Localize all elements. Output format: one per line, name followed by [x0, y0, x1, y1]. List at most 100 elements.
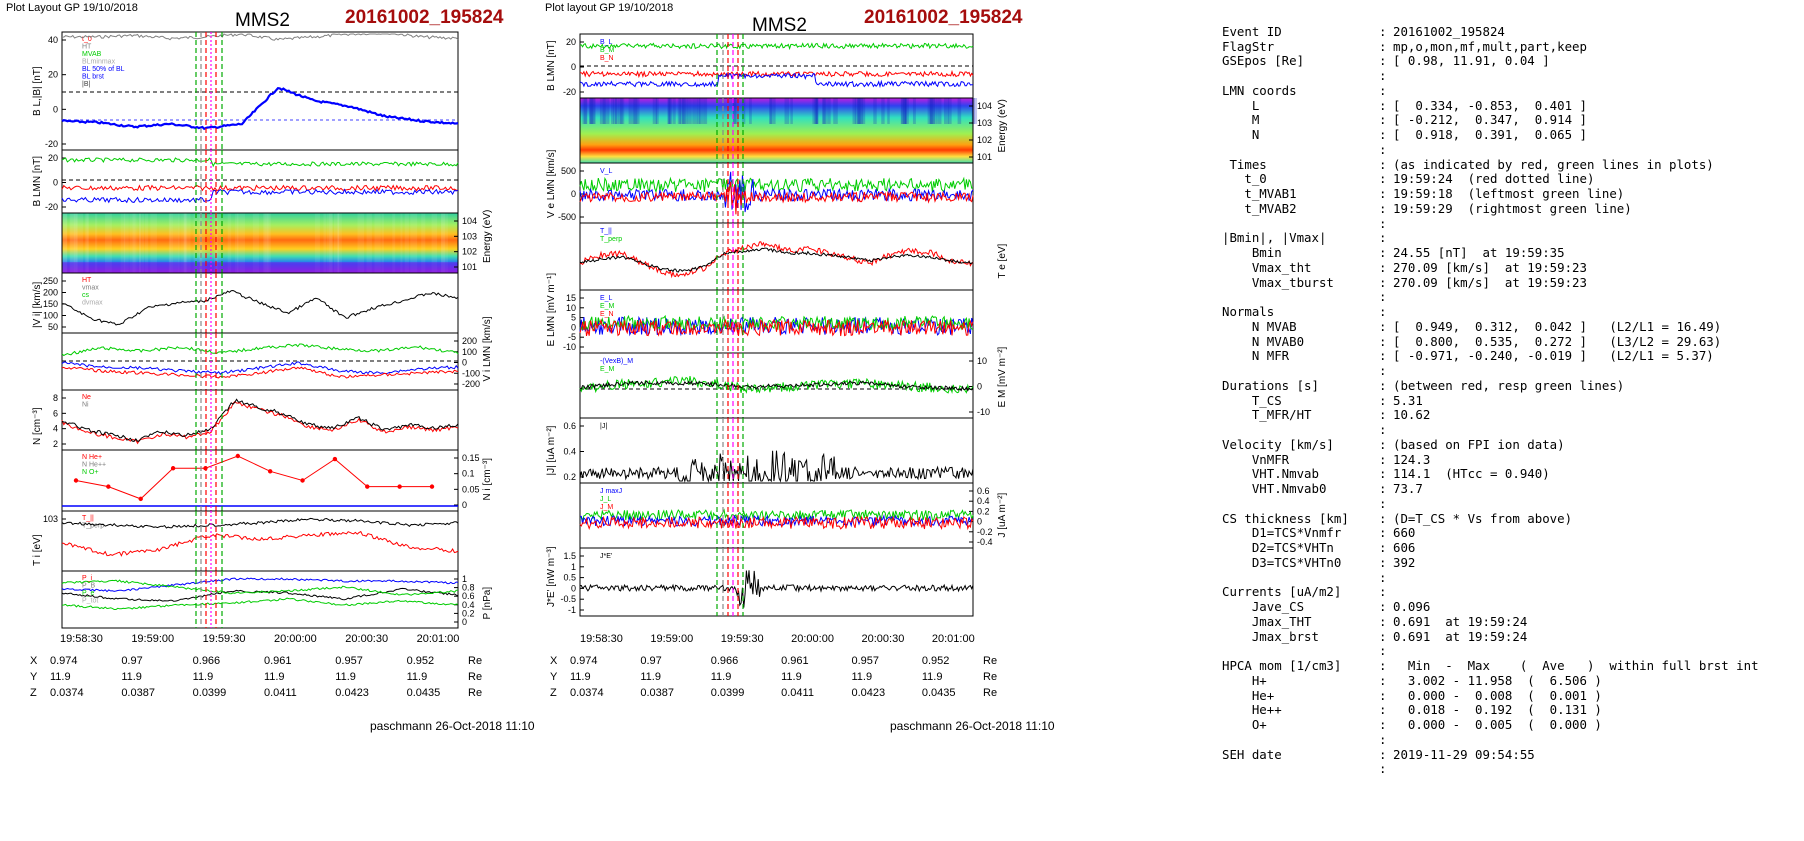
series-line [579, 176, 974, 194]
time-tick-label: 19:59:00 [131, 633, 175, 645]
left-position-table: 19:58:30 19:59:00 19:59:30 20:00:00 20:00:30… [0, 633, 500, 703]
series-line [61, 87, 459, 131]
series-line [61, 343, 459, 357]
info-sep: : [1379, 304, 1387, 319]
position-value: 0.0399 [192, 687, 227, 699]
legend-entry: P_i [82, 575, 93, 582]
y-tick-label: 0.4 [563, 447, 576, 457]
y-tick-label: 0.4 [462, 600, 475, 610]
spectrogram-texture [749, 98, 752, 124]
info-row: SEH date:2019-11-29 09:54:55 [1222, 746, 1800, 763]
y-axis-label: |J| [uA m⁻²] [546, 425, 557, 475]
info-value: 270.09 [km/s] at 19:59:23 [1393, 274, 1587, 290]
spectrogram-texture [183, 213, 188, 273]
info-sep: : [1379, 215, 1387, 231]
spectrogram-texture [168, 213, 172, 273]
info-value: [ 0.98, 11.91, 0.04 ] [1393, 53, 1550, 69]
info-sep: : [1379, 245, 1387, 260]
spectrogram-texture [86, 213, 89, 273]
legend-entry: E_L [600, 295, 613, 302]
info-row: HPCA mom [1/cm3]: Min - Max ( Ave ) with… [1222, 658, 1800, 674]
info-sep: : [1379, 259, 1387, 275]
y-tick-label: 1.5 [563, 551, 576, 561]
y-tick-label: 0 [571, 62, 576, 72]
info-row: D3=TCS*VHTn0:392 [1222, 554, 1800, 571]
time-tick-label: 20:00:30 [345, 633, 389, 645]
info-row: GSEpos [Re]: [ 0.98, 11.91, 0.04 ] [1222, 53, 1800, 69]
info-value: 392 [1393, 554, 1416, 570]
info-row: FlagStr: mp,o,mon,mf,mult,part,keep [1222, 39, 1800, 55]
info-row: Jmax_THT:0.691 at 19:59:24 [1222, 614, 1800, 630]
y-tick-label: 0 [571, 189, 576, 199]
info-row: Vmax_tburst:270.09 [km/s] at 19:59:23 [1222, 274, 1800, 291]
info-sep: : [1379, 156, 1387, 172]
info-row: : [1222, 761, 1800, 777]
info-row: VnMFR:124.3 [1222, 452, 1800, 468]
info-value: [ 0.334, -0.853, 0.401 ] [1393, 97, 1587, 113]
info-sep: : [1379, 481, 1387, 496]
legend-entry: J maxJ [600, 488, 622, 495]
info-key: T_MFR/HT [1222, 407, 1312, 423]
info-sep: : [1379, 274, 1387, 290]
y-tick-label: 0 [53, 104, 58, 114]
y-tick-label: 0.2 [977, 506, 990, 516]
spectrogram-texture [937, 98, 942, 124]
info-row: D2=TCS*VHTn:606 [1222, 540, 1800, 556]
spectrogram-texture [227, 213, 232, 273]
y-tick-label: 0.6 [462, 591, 475, 601]
info-sep: : [1379, 643, 1387, 659]
info-sep: : [1379, 687, 1387, 703]
info-key: O+ [1222, 717, 1267, 732]
legend-entry: P_tot [82, 598, 98, 605]
spectrogram-texture [614, 98, 619, 124]
info-row: Durations [s]: (between red, resp green l… [1222, 378, 1800, 394]
info-row: T_MFR/HT:10.62 [1222, 407, 1800, 423]
series-line [579, 450, 974, 483]
left-panel-2: 20 0 -20B LMN [nT] [32, 149, 459, 214]
info-row: : [1222, 215, 1800, 232]
info-sep: : [1379, 82, 1387, 98]
series-line [579, 570, 974, 608]
position-value: 0.966 [192, 655, 221, 667]
info-value: 2019-11-29 09:54:55 [1393, 746, 1535, 762]
info-row: Currents [uA/m2]: [1222, 584, 1800, 600]
y-tick-label: 0 [571, 583, 576, 593]
spectrogram-texture [833, 98, 838, 124]
y-axis-label: |V i| [km/s] [32, 281, 43, 328]
info-row: : [1222, 422, 1800, 438]
info-sep: : [1379, 127, 1387, 142]
spectrogram-texture [619, 98, 625, 124]
info-value: 3.002 - 11.958 ( 6.506 ) [1393, 672, 1602, 688]
y-axis-label: V e LMN [km/s] [546, 149, 557, 218]
spectrogram-texture [366, 213, 372, 273]
y-tick-label: -20 [45, 139, 58, 149]
info-row: Times: (as indicated by red, green lines … [1222, 156, 1800, 173]
spectrogram-texture [337, 213, 342, 273]
legend-entry: B_M [600, 47, 615, 54]
panel-frame [579, 547, 974, 617]
spectrogram-texture [628, 98, 634, 124]
legend-entry: B_L [600, 39, 613, 46]
info-key: Times [1222, 156, 1267, 172]
spectrogram-texture [85, 213, 89, 273]
info-row: : [1222, 289, 1800, 305]
info-sep: : [1379, 761, 1387, 777]
y-tick-label: -1 [568, 605, 576, 615]
series-line [579, 380, 974, 392]
info-row: |Bmin|, |Vmax|: [1222, 230, 1800, 246]
info-row: N MVAB0: [ 0.800, 0.535, 0.272 ] (L3/L2 =… [1222, 334, 1800, 350]
spectrogram-texture [138, 213, 141, 273]
time-tick-label: 20:00:00 [791, 633, 834, 645]
y-axis-label: E LMN [mV m⁻¹] [546, 273, 557, 347]
spectrogram-texture [733, 98, 739, 124]
y-tick-label: -200 [462, 379, 480, 389]
info-value: 660 [1393, 525, 1416, 541]
spectrogram-texture [314, 213, 320, 273]
info-row: : [1222, 643, 1800, 659]
spectrogram-texture [381, 213, 384, 273]
y-tick-label: 500 [561, 166, 576, 176]
spectrogram-texture [73, 213, 78, 273]
info-sep: : [1379, 599, 1387, 614]
info-sep: : [1379, 230, 1387, 246]
